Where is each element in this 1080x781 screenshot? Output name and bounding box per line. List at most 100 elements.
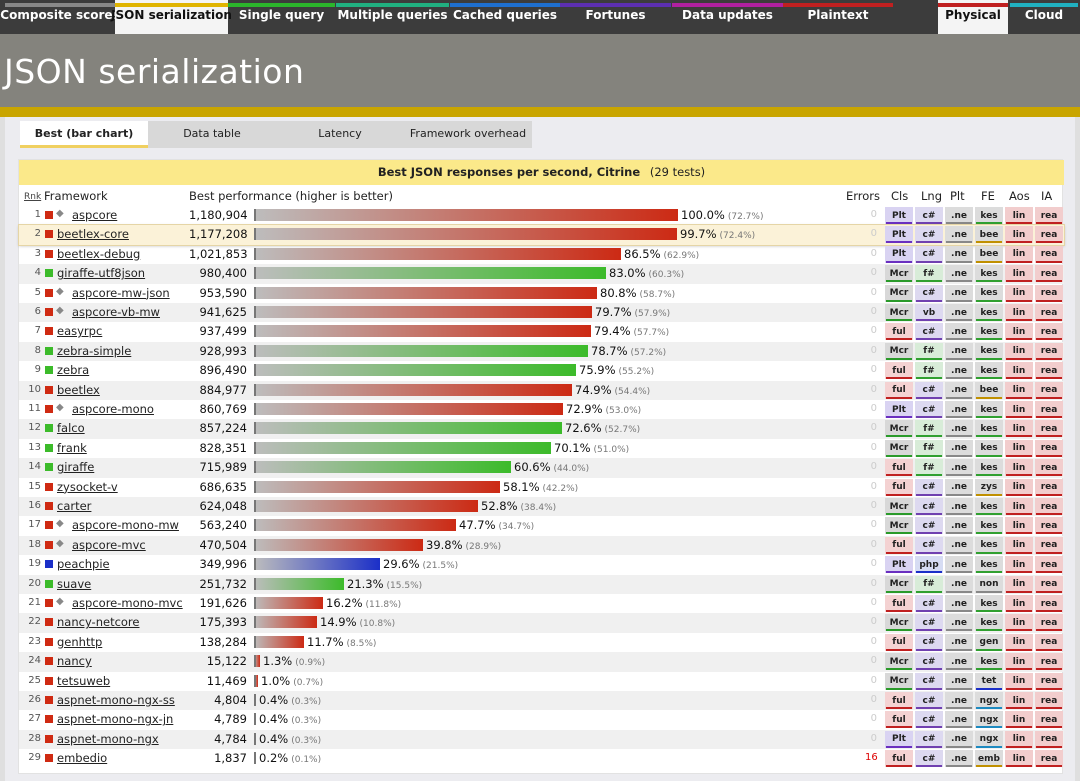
framework-link[interactable]: aspnet-mono-ngx-ss [57,693,175,707]
nav-tab-cloud[interactable]: Cloud [1010,0,1078,34]
table-row: 9 zebra 896,490 75.9% (55.2%) 0 ful f# .ne kes lin… [19,361,1064,380]
nav-tab-plaintext[interactable]: Plaintext [783,0,893,34]
framework-link[interactable]: embedio [57,751,108,766]
attribute-ia: rea [1035,672,1063,690]
table-row: 22 nancy-netcore 175,393 14.9% (10.8%) 0 Mcr c#… [19,613,1064,633]
framework-link[interactable]: zebra [57,363,90,378]
attribute-lng: c# [915,207,943,224]
attribute-ia: rea [1035,633,1063,651]
framework-link[interactable]: zysocket-v [57,479,118,494]
framework-link[interactable]: genhttp [57,634,103,649]
attribute-plt: .ne [945,362,973,380]
relative-percent: (51.0%) [593,444,630,455]
attribute-lng: c# [915,750,943,768]
nav-tab-fortunes[interactable]: Fortunes [560,0,671,34]
framework-link[interactable]: tetsuweb [57,673,111,688]
subtab-framework-overhead[interactable]: Framework overhead [404,121,532,148]
performance-bar [254,713,256,726]
performance-value: 953,590 [199,285,247,300]
nav-tab-composite-scores[interactable]: Composite scores [0,0,120,34]
subtab-data-table[interactable]: Data table [148,121,276,148]
framework-link[interactable]: aspcore-mono [72,402,154,416]
framework-link[interactable]: suave [57,576,92,591]
subtab-latency[interactable]: Latency [276,121,404,148]
attribute-fe: kes [975,284,1003,302]
attribute-plt: .ne [945,401,973,418]
subtab-best-bar-chart[interactable]: Best (bar chart) [20,121,148,148]
attribute-plt: .ne [945,730,973,748]
framework-link[interactable]: carter [57,499,92,513]
language-color-square [45,385,53,394]
framework-link[interactable]: aspcore-mw-json [72,285,170,300]
relative-percent: (42.2%) [542,483,579,494]
attribute-ia: rea [1035,459,1063,477]
performance-percent: 78.7% (57.2%) [591,344,666,358]
nav-tab-cached-queries[interactable]: Cached queries [450,0,560,34]
language-color-square [45,502,53,510]
framework-link[interactable]: aspnet-mono-ngx-jn [57,712,174,727]
attribute-aos: lin [1005,478,1033,496]
nav-tab-single-query[interactable]: Single query [228,0,335,34]
nav-tab-label: Cloud [1024,8,1064,22]
framework-link[interactable]: aspcore-vb-mw [72,305,160,319]
error-count: 0 [870,306,877,317]
performance-percent: 29.6% (21.5%) [383,557,458,571]
attribute-ia: rea [1035,478,1063,496]
framework-link[interactable]: nancy-netcore [57,615,140,630]
framework-link[interactable]: giraffe [57,460,95,475]
nav-tab-data-updates[interactable]: Data updates [672,0,783,34]
row-rank: 20 [28,577,41,589]
relative-percent: (60.3%) [648,270,685,281]
framework-link[interactable]: easyrpc [57,324,103,339]
shield-icon: ◆ [56,518,64,530]
attribute-aos: lin [1005,517,1033,535]
header-rank[interactable]: Rnk [24,192,42,202]
performance-bar [254,752,256,765]
framework-link[interactable]: beetlex-core [57,227,129,242]
framework-link[interactable]: beetlex-debug [57,246,141,261]
framework-link[interactable]: falco [57,421,85,436]
percent-label: 39.8% [426,537,463,552]
page-header: JSON serialization [0,34,1080,107]
performance-value: 4,789 [214,712,247,727]
framework-link[interactable]: nancy [57,654,92,669]
attribute-lng: c# [915,226,943,244]
performance-percent: 72.6% (52.7%) [565,421,640,435]
nav-tab-json-serialization[interactable]: JSON serialization [111,0,232,34]
performance-value: 928,993 [199,343,247,358]
nav-tab-underline [783,3,893,7]
error-count: 0 [870,403,877,414]
framework-link[interactable]: aspcore [72,208,118,222]
attribute-aos: lin [1005,536,1033,554]
table-row: 20 suave 251,732 21.3% (15.5%) 0 Mcr f# .ne non li… [19,574,1064,594]
nav-tab-physical[interactable]: Physical [938,0,1008,34]
attribute-cls: Plt [885,730,913,748]
framework-link[interactable]: zebra-simple [57,343,132,358]
shield-icon: ◆ [56,208,64,219]
framework-link[interactable]: aspcore-mvc [72,537,146,552]
framework-link[interactable]: aspnet-mono-ngx [57,731,159,746]
relative-percent: (72.7%) [727,212,764,222]
percent-label: 29.6% [383,557,420,572]
attribute-ia: rea [1035,420,1063,438]
framework-link[interactable]: frank [57,440,87,455]
row-rank: 5 [34,286,41,298]
performance-value: 828,351 [199,440,247,455]
row-rank: 15 [28,480,41,492]
relative-percent: (0.7%) [293,677,324,688]
relative-percent: (44.0%) [553,464,590,475]
framework-link[interactable]: aspcore-mono-mw [72,518,179,533]
framework-link[interactable]: aspcore-mono-mvc [72,596,183,610]
error-count: 0 [870,713,877,725]
percent-label: 72.9% [566,402,603,416]
attribute-ia: rea [1035,692,1063,709]
nav-tab-multiple-queries[interactable]: Multiple queries [336,0,449,34]
attribute-fe: ngx [975,730,1003,748]
performance-bar [254,383,572,396]
framework-link[interactable]: peachpie [57,557,110,572]
performance-percent: 39.8% (28.9%) [426,538,501,552]
framework-link[interactable]: beetlex [57,382,100,397]
language-color-square [45,288,53,297]
framework-link[interactable]: giraffe-utf8json [57,266,146,281]
table-row: 28 aspnet-mono-ngx 4,784 0.4% (0.3%) 0 Plt c# .n… [19,729,1064,750]
